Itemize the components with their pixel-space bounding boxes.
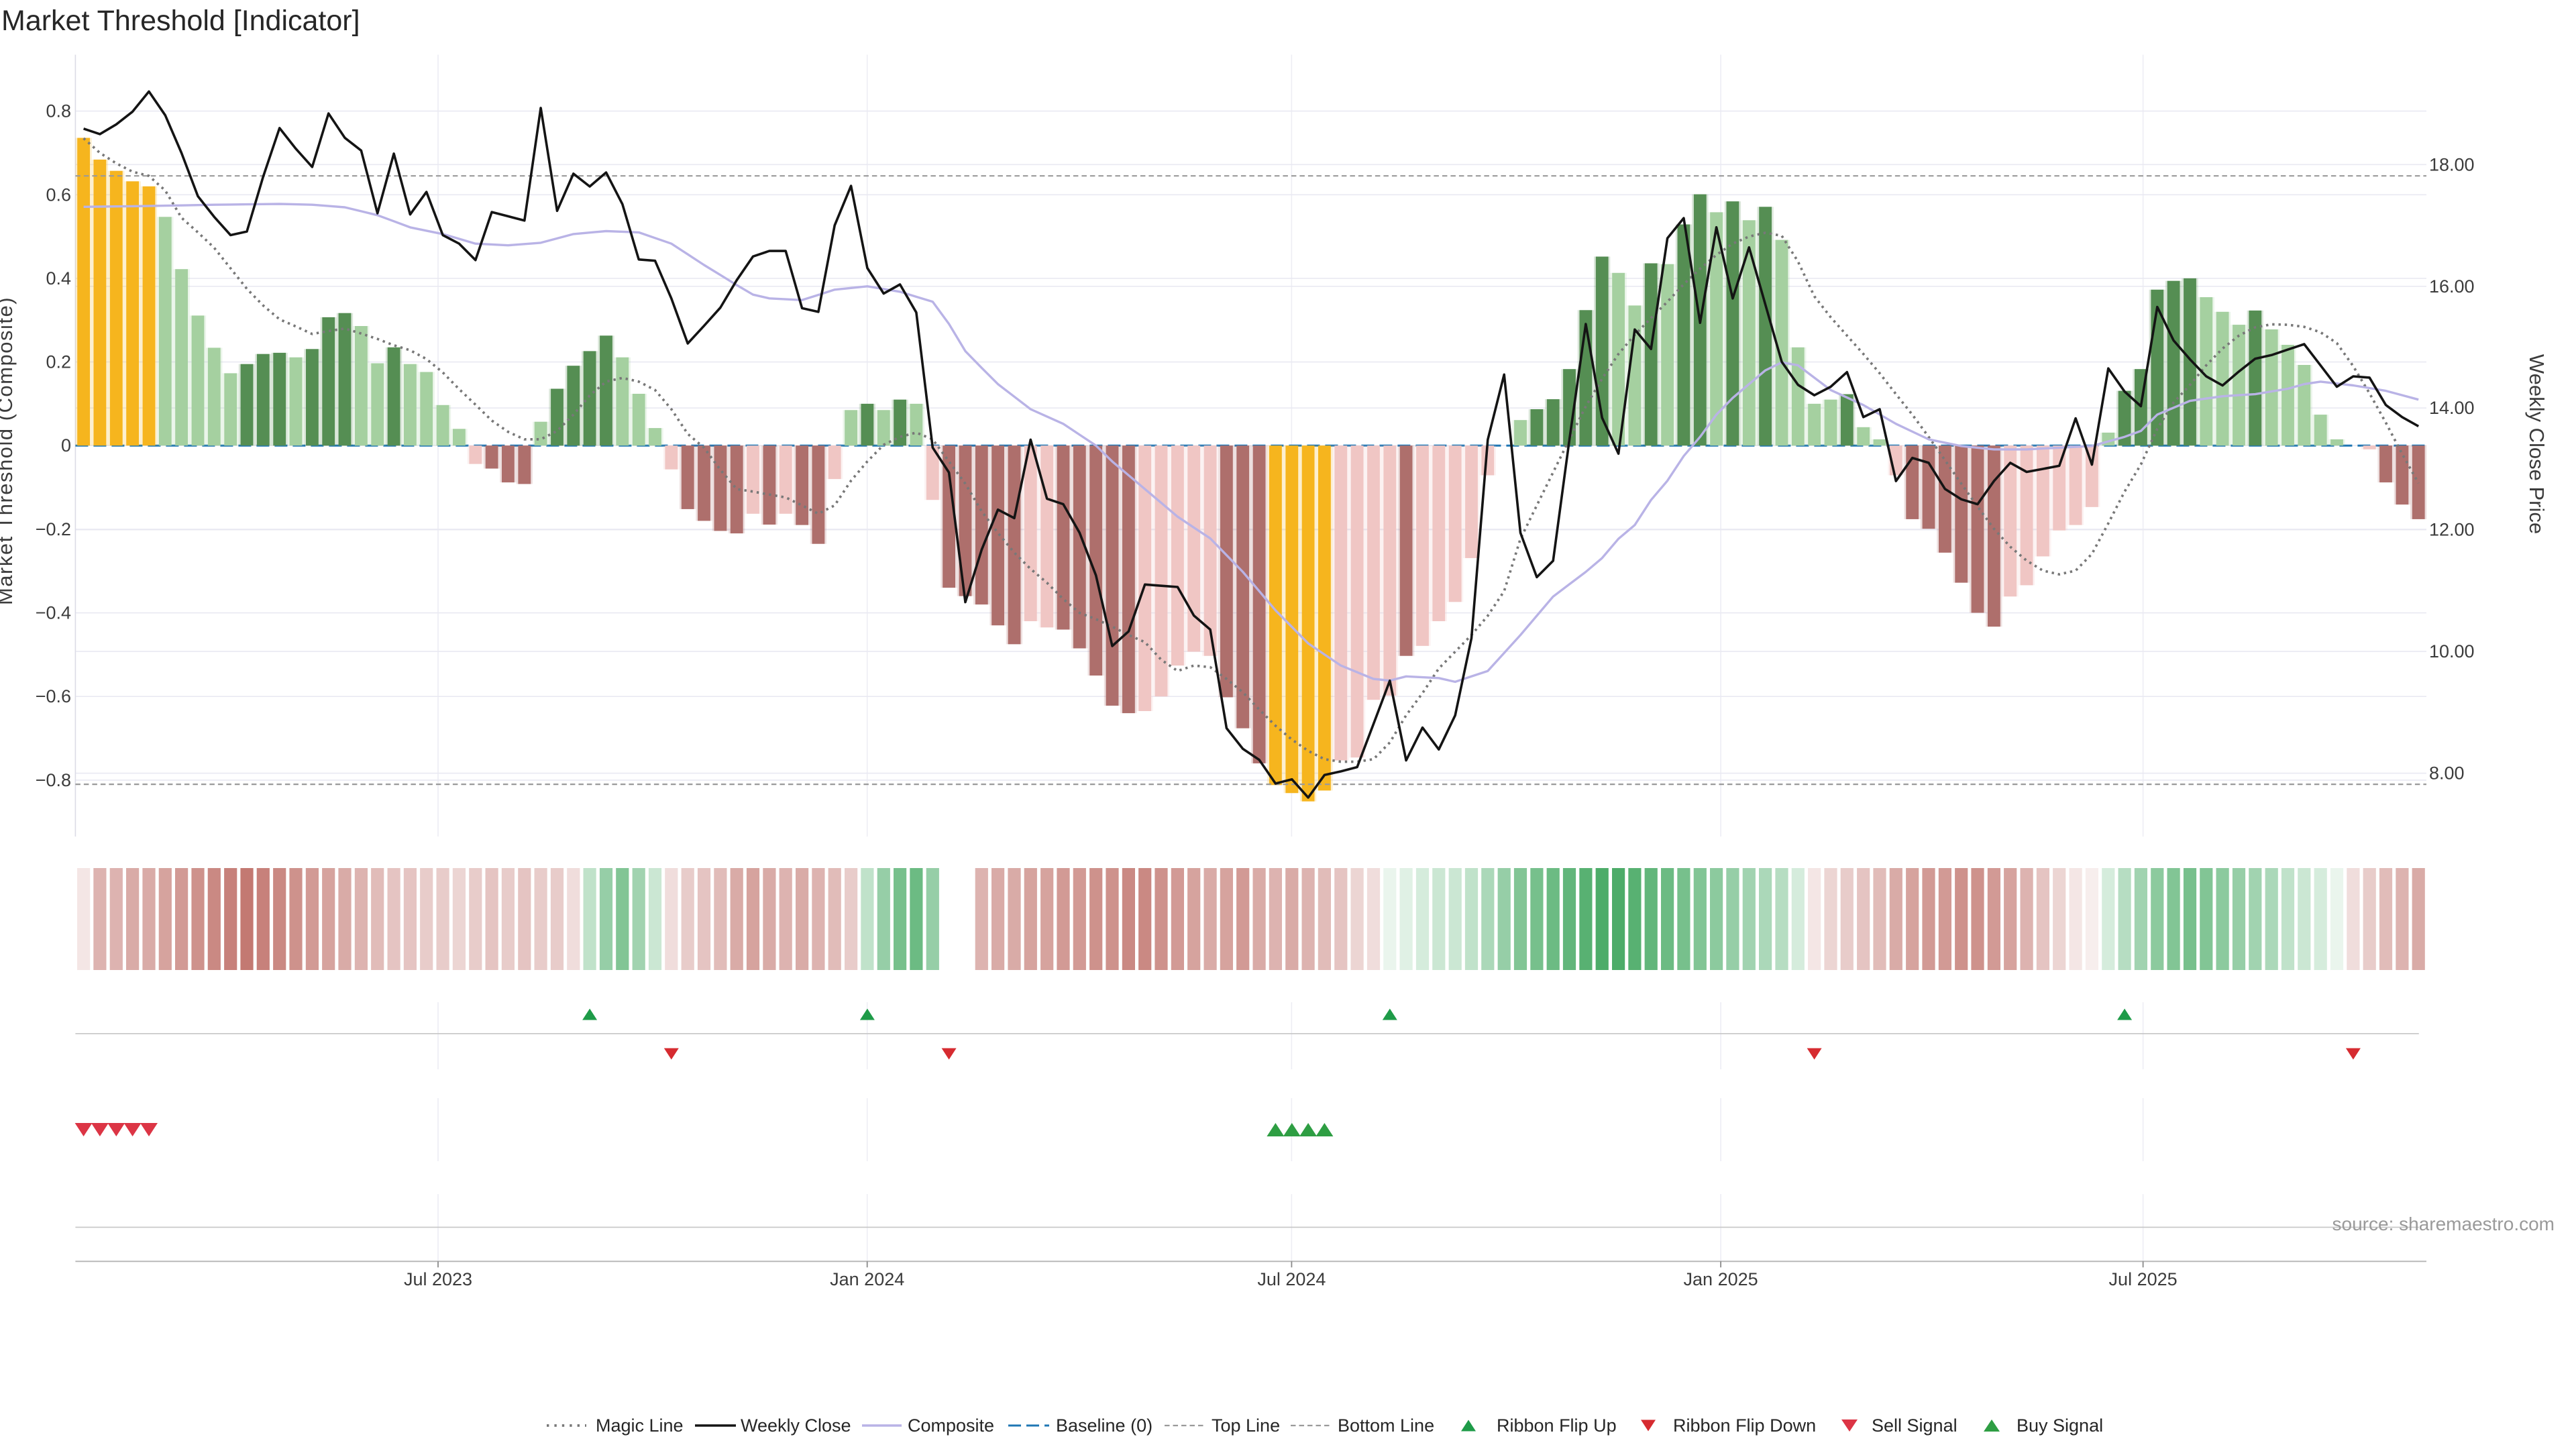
svg-text:source: sharemaestro.com: source: sharemaestro.com [2332,1214,2555,1234]
svg-text:0.4: 0.4 [46,268,71,288]
svg-text:12.00: 12.00 [2429,520,2475,540]
svg-text:Ribbon Flip Up: Ribbon Flip Up [1497,1415,1617,1436]
svg-text:Composite: Composite [908,1415,994,1436]
svg-text:Weekly Close: Weekly Close [741,1415,851,1436]
svg-text:Jul 2024: Jul 2024 [1257,1269,1326,1289]
svg-text:−0.4: −0.4 [36,603,71,623]
svg-text:Weekly Close Price: Weekly Close Price [2525,354,2548,534]
svg-text:Bottom Line: Bottom Line [1338,1415,1434,1436]
svg-text:0.8: 0.8 [46,101,71,121]
svg-text:Top Line: Top Line [1212,1415,1280,1436]
svg-text:Jan 2025: Jan 2025 [1684,1269,1758,1289]
svg-text:18.00: 18.00 [2429,154,2475,174]
svg-text:Magic Line: Magic Line [596,1415,684,1436]
svg-text:−0.2: −0.2 [36,519,71,539]
svg-text:−0.6: −0.6 [36,686,71,706]
svg-text:Baseline (0): Baseline (0) [1056,1415,1152,1436]
svg-text:Ribbon Flip Down: Ribbon Flip Down [1673,1415,1816,1436]
svg-text:Sell Signal: Sell Signal [1872,1415,1957,1436]
svg-text:Jul 2023: Jul 2023 [404,1269,472,1289]
svg-text:Jan 2024: Jan 2024 [830,1269,904,1289]
svg-text:Buy Signal: Buy Signal [2017,1415,2103,1436]
svg-text:Jul 2025: Jul 2025 [2109,1269,2178,1289]
svg-text:0.2: 0.2 [46,352,71,372]
svg-text:Market Threshold [Indicator]: Market Threshold [Indicator] [1,5,360,37]
svg-text:10.00: 10.00 [2429,641,2475,661]
svg-text:−0.8: −0.8 [36,770,71,790]
svg-text:Market Threshold (Composite): Market Threshold (Composite) [0,297,17,605]
svg-text:0: 0 [61,435,71,455]
svg-text:14.00: 14.00 [2429,398,2475,418]
svg-text:8.00: 8.00 [2429,763,2465,784]
svg-text:16.00: 16.00 [2429,276,2475,297]
svg-text:0.6: 0.6 [46,184,71,205]
